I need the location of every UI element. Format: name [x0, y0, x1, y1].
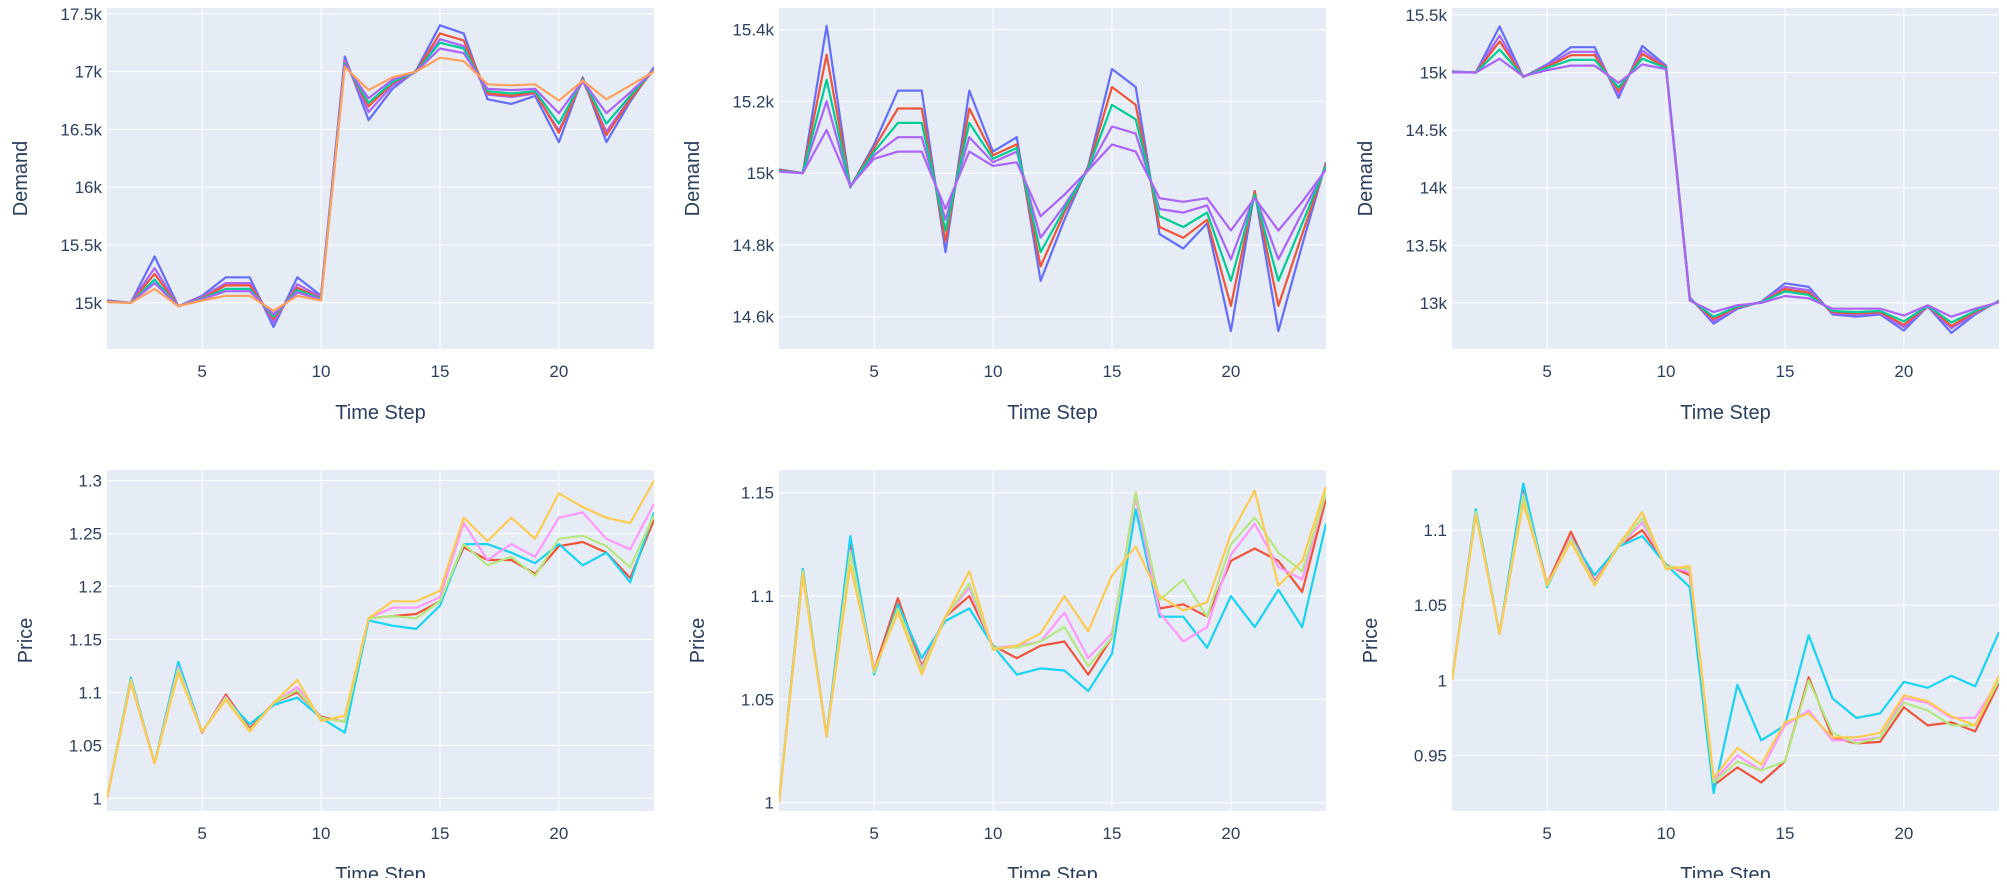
y-tick-label: 1.05	[1414, 596, 1447, 615]
y-tick-label: 14.8k	[732, 236, 774, 255]
y-tick-label: 15.4k	[732, 21, 774, 40]
chart-panel-6: 5 10 15 20 0.95 1 1.05 1.1 Time Step Price	[1360, 470, 1999, 883]
x-axis-title: Time Step	[1680, 864, 1770, 878]
plot-area	[107, 470, 654, 811]
series-line-5	[107, 480, 654, 799]
y-axis-title: Demand	[682, 141, 704, 217]
y-tick-label: 17k	[75, 63, 103, 82]
y-tick-label: 15k	[1420, 64, 1448, 83]
x-axis-title: Time Step	[1007, 864, 1097, 878]
y-tick-label: 15.5k	[1405, 6, 1447, 25]
y-axis-title: Price	[1360, 618, 1382, 664]
x-tick-label: 15	[1775, 362, 1794, 381]
series-group	[779, 486, 1326, 803]
x-tick-label: 10	[1657, 824, 1676, 843]
x-tick-label: 15	[1102, 362, 1121, 381]
series-line-4	[1452, 48, 1999, 324]
plot-area	[107, 8, 654, 349]
y-tick-label: 15k	[747, 164, 775, 183]
x-tick-label: 5	[1542, 362, 1551, 381]
series-line-2	[779, 100, 1326, 261]
y-axis-title: Price	[15, 618, 37, 664]
x-axis-title: Time Step	[335, 864, 425, 878]
plot-area	[779, 470, 1326, 811]
y-axis-title: Demand	[10, 141, 32, 217]
x-tick-label: 20	[549, 362, 568, 381]
chart-panel-5: 5 10 15 20 1 1.05 1.1 1.15 Time Step Price	[687, 470, 1326, 883]
x-tick-label: 20	[549, 824, 568, 843]
series-line-6	[107, 56, 654, 312]
y-tick-label: 14.6k	[732, 308, 774, 327]
series-group	[1452, 482, 1999, 795]
y-tick-label: 14k	[1420, 179, 1448, 198]
x-tick-label: 20	[1894, 362, 1913, 381]
y-axis-title: Demand	[1355, 141, 1377, 217]
x-tick-label: 10	[984, 824, 1003, 843]
y-tick-label: 15k	[75, 294, 103, 313]
y-tick-label: 15.5k	[60, 236, 102, 255]
x-tick-label: 10	[984, 362, 1003, 381]
series-line-5	[779, 486, 1326, 803]
plot-area	[779, 8, 1326, 349]
y-tick-label: 13.5k	[1405, 236, 1447, 255]
x-axis-title: Time Step	[335, 402, 425, 424]
x-tick-label: 10	[1657, 362, 1676, 381]
x-tick-label: 20	[1894, 824, 1913, 843]
series-line-5	[779, 128, 1326, 232]
y-tick-label: 15.2k	[732, 92, 774, 111]
x-axis-title: Time Step	[1007, 402, 1097, 424]
y-tick-label: 1.15	[741, 484, 774, 503]
x-axis-title: Time Step	[1680, 402, 1770, 424]
series-line-5	[1452, 501, 1999, 780]
y-tick-label: 13k	[1420, 294, 1448, 313]
y-tick-label: 0.95	[1414, 746, 1447, 765]
x-tick-label: 5	[869, 362, 878, 381]
series-line-1	[779, 24, 1326, 333]
y-tick-label: 1	[765, 794, 774, 813]
series-group	[779, 24, 1326, 333]
x-tick-label: 15	[430, 824, 449, 843]
series-group	[107, 24, 654, 329]
y-tick-label: 17.5k	[60, 5, 102, 24]
y-tick-label: 1.2	[78, 577, 102, 596]
x-tick-label: 10	[312, 362, 331, 381]
y-tick-label: 1.1	[78, 683, 102, 702]
x-tick-label: 20	[1221, 362, 1240, 381]
x-tick-label: 15	[430, 362, 449, 381]
chart-panel-2: 5 10 15 20 14.6k 14.8k 15k 15.2k 15.4k Time Step D…	[682, 8, 1326, 424]
series-line-3	[779, 53, 1326, 307]
series-line-4	[779, 78, 1326, 282]
series-line-5	[1452, 57, 1999, 318]
y-tick-label: 1.1	[750, 587, 774, 606]
x-tick-label: 15	[1102, 824, 1121, 843]
y-tick-label: 16k	[75, 178, 103, 197]
x-tick-label: 5	[197, 824, 206, 843]
series-group	[1452, 25, 1999, 334]
y-tick-label: 1.15	[69, 630, 102, 649]
x-tick-label: 10	[312, 824, 331, 843]
x-tick-label: 5	[197, 362, 206, 381]
y-axis-title: Price	[687, 618, 709, 664]
y-tick-label: 1.05	[69, 736, 102, 755]
y-tick-label: 1.25	[69, 525, 102, 544]
y-tick-label: 16.5k	[60, 120, 102, 139]
y-tick-label: 1.1	[1423, 521, 1447, 540]
y-tick-label: 1	[93, 789, 102, 808]
chart-panel-1: 5 10 15 20 15k 15.5k 16k 16.5k 17k 17.5k Time Step…	[10, 5, 654, 424]
plot-area	[1452, 8, 1999, 349]
y-tick-label: 14.5k	[1405, 121, 1447, 140]
chart-panel-4: 5 10 15 20 1 1.05 1.1 1.15 1.2 1.25 1.3 Time Step Pr…	[15, 470, 654, 883]
x-tick-label: 5	[869, 824, 878, 843]
x-tick-label: 20	[1221, 824, 1240, 843]
y-tick-label: 1	[1438, 671, 1447, 690]
plot-area	[1452, 470, 1999, 811]
y-tick-label: 1.3	[78, 472, 102, 491]
series-group	[107, 480, 654, 799]
x-tick-label: 5	[1542, 824, 1551, 843]
y-tick-label: 1.05	[741, 690, 774, 709]
x-tick-label: 15	[1775, 824, 1794, 843]
chart-panel-3: 5 10 15 20 13k 13.5k 14k 14.5k 15k 15.5k Time Step…	[1355, 6, 1999, 424]
